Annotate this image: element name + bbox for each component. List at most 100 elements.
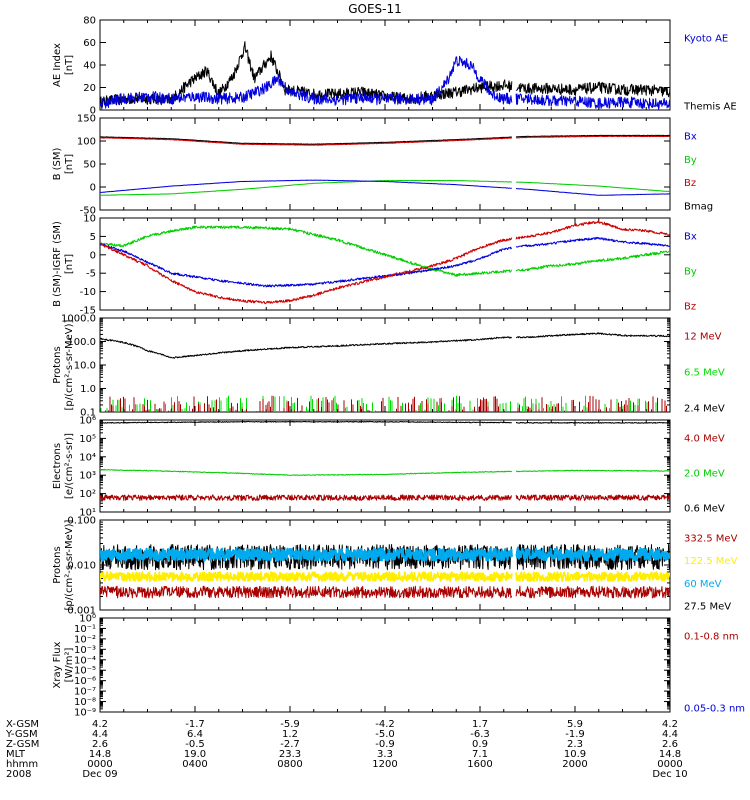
chart-title: GOES-11 <box>348 2 402 16</box>
legend-label: Bx <box>684 232 697 243</box>
legend-label: By <box>684 267 697 278</box>
y-tick-label: 1.0 <box>80 384 96 395</box>
legend-label: 332.5 MeV <box>684 534 738 545</box>
ephemeris-value: 14.8 <box>659 749 681 760</box>
y-axis-label: [W/m²] <box>64 647 75 682</box>
ephemeris-value: 5.9 <box>567 719 583 730</box>
ephemeris-value: 2.6 <box>662 739 678 750</box>
ephemeris-value: 14.8 <box>89 749 111 760</box>
series-60-mev <box>100 547 670 562</box>
legend-label: 2.4 MeV <box>684 404 725 415</box>
series-bmag <box>100 134 670 145</box>
legend-label: 12 MeV <box>684 332 722 343</box>
y-axis-label: [p/(cm²-s-sr-MeV)] <box>64 519 75 610</box>
y-tick-label: 0.010 <box>67 561 96 572</box>
ephemeris-value: 2.6 <box>92 739 108 750</box>
ephemeris-value: 4.4 <box>662 729 678 740</box>
y-tick-label: 40 <box>83 61 96 72</box>
y-axis-label: Xray Flux <box>52 641 63 688</box>
y-axis-label: AE Index <box>52 43 63 87</box>
ephemeris-value: -2.7 <box>280 739 300 750</box>
series-group <box>100 41 670 110</box>
series-bx <box>100 236 670 288</box>
legend-label: 0.6 MeV <box>684 504 725 515</box>
y-tick-label: 10⁻⁵ <box>74 666 96 677</box>
panel-frame <box>99 617 671 713</box>
panel-dbsm: -15 -10 -5 0 5 10 B (SM)-IGRF (SM) [nT] Bx By Bz <box>52 214 697 317</box>
series-2.4-mev <box>100 332 670 359</box>
ephemeris-row-label: X-GSM <box>6 719 39 730</box>
y-tick-label: 5 <box>90 232 96 243</box>
ephemeris-row-label: 2008 <box>6 769 31 780</box>
legend-label: Bmag <box>684 202 713 213</box>
y-axis-label: [nT] <box>64 254 75 274</box>
y-tick-label: 10⁻⁴ <box>74 655 96 666</box>
y-tick-label: 100.0 <box>67 337 96 348</box>
series-2.0-mev <box>100 468 670 476</box>
y-tick-label: 0 <box>90 106 96 117</box>
ephemeris-value: -1.7 <box>185 719 205 730</box>
y-tick-label: 10⁴ <box>79 452 96 463</box>
y-tick-label: 10⁶ <box>79 416 96 427</box>
y-tick-label: 0.001 <box>67 606 96 617</box>
legend-label: Themis AE <box>683 102 737 113</box>
y-tick-label: 10⁻⁶ <box>74 676 96 687</box>
y-tick-label: 0.100 <box>67 516 96 527</box>
ephemeris-value: -4.2 <box>375 719 395 730</box>
legend-label: 60 MeV <box>684 579 722 590</box>
series-group <box>100 544 670 599</box>
y-tick-label: 10² <box>79 489 96 500</box>
y-tick-label: -50 <box>80 206 96 217</box>
ephemeris-value: 0000 <box>657 759 682 770</box>
y-tick-label: 0 <box>90 183 96 194</box>
legend-label: Bz <box>684 302 696 313</box>
legend-label: 122.5 MeV <box>684 556 738 567</box>
ephemeris-value: 19.0 <box>184 749 206 760</box>
y-tick-label: 60 <box>83 38 96 49</box>
y-axis-label: Protons <box>52 346 63 383</box>
panel-frame <box>99 217 671 311</box>
y-axis-label: [e/(cm²-s-sr)] <box>64 433 75 499</box>
ephemeris-value: 7.1 <box>472 749 488 760</box>
y-axis-label: [p/(cm²-s-sr-MeV)] <box>64 319 75 410</box>
ephemeris-value: Dec 09 <box>82 769 117 780</box>
y-axis-label: [nT] <box>64 55 75 75</box>
ephemeris-value: 0400 <box>182 759 207 770</box>
y-tick-label: 10.0 <box>74 361 96 372</box>
y-tick-label: 150 <box>77 114 96 125</box>
ephemeris-value: 1.2 <box>282 729 298 740</box>
y-tick-label: 80 <box>83 16 96 27</box>
series-bz <box>100 220 670 305</box>
ephemeris-value: -6.3 <box>470 729 490 740</box>
ephemeris-value: 1200 <box>372 759 397 770</box>
y-axis-label: [nT] <box>64 154 75 174</box>
y-axis-label: B (SM)-IGRF (SM) <box>52 221 63 307</box>
ephemeris-value: -5.0 <box>375 729 395 740</box>
y-tick-label: 1000.0 <box>61 314 96 325</box>
panel-ae: 0 20 40 60 80 AE Index [nT] Kyoto AE Themis AE <box>52 16 737 117</box>
panel-electrons: 10¹ 10² 10³ 10⁴ 10⁵ 10⁶ Electrons [e/(cm²-s-sr)… <box>52 416 725 519</box>
ephemeris-row-label: Z-GSM <box>6 739 39 750</box>
series-bx <box>100 179 670 196</box>
y-axis-label: B (SM) <box>52 147 63 180</box>
ephemeris-value: -0.5 <box>185 739 205 750</box>
legend-label: 27.5 MeV <box>684 602 731 613</box>
ephemeris-value: 1.7 <box>472 719 488 730</box>
legend-label: By <box>684 155 697 166</box>
y-tick-label: 10⁰ <box>79 614 96 625</box>
ephemeris-value: Dec 10 <box>652 769 687 780</box>
legend-label: 4.0 MeV <box>684 434 725 445</box>
y-tick-label: 10³ <box>79 471 96 482</box>
series-group <box>100 134 670 196</box>
ephemeris-value: -5.9 <box>280 719 300 730</box>
panel-b: -50 0 50 100 150 B (SM) [nT] Bx By Bz Bmag <box>52 114 713 217</box>
y-tick-label: 0 <box>90 250 96 261</box>
ephemeris-value: 4.2 <box>662 719 678 730</box>
legend-label: Kyoto AE <box>684 34 728 45</box>
ephemeris-value: 0800 <box>277 759 302 770</box>
y-tick-label: 10⁻¹ <box>74 624 96 635</box>
y-tick-label: 10⁵ <box>79 434 96 445</box>
ephemeris-value: 2000 <box>562 759 587 770</box>
ephemeris-value: -0.9 <box>375 739 395 750</box>
